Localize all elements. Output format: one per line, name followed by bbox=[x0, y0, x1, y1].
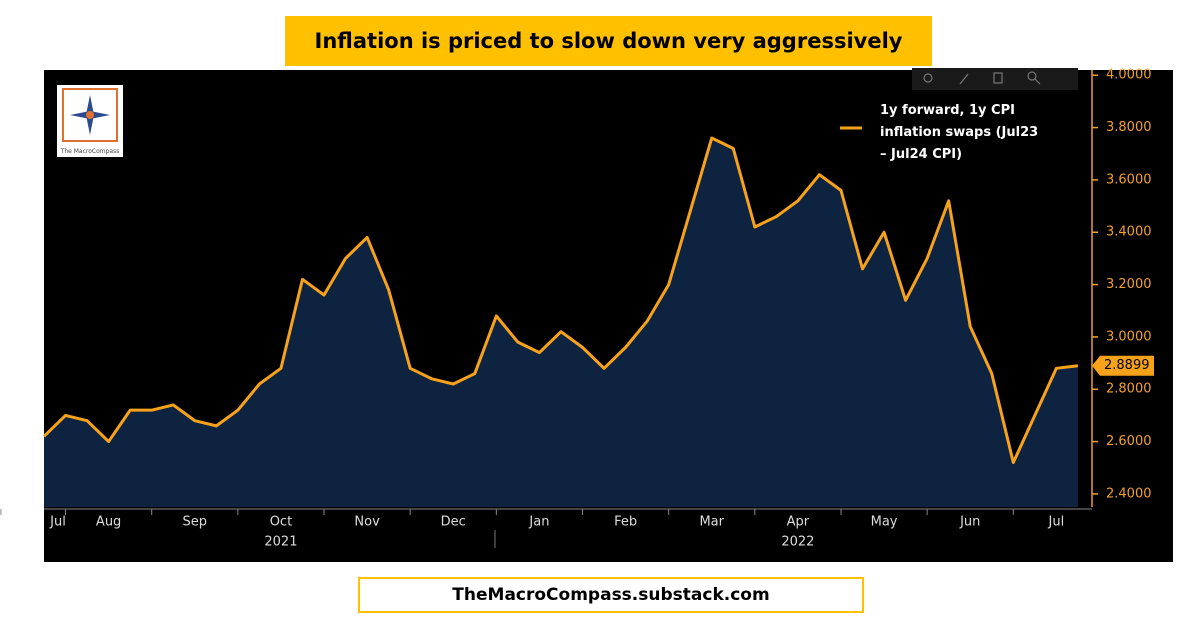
y-tick-label: 2.8000 bbox=[1106, 382, 1152, 397]
y-tick-label: 4.0000 bbox=[1106, 68, 1152, 83]
x-tick-label: May bbox=[871, 515, 898, 530]
x-tick-label: Oct bbox=[270, 515, 292, 530]
legend-label: 1y forward, 1y CPI inflation swaps (Jul2… bbox=[880, 103, 1039, 162]
line bbox=[42, 136, 1079, 465]
last-value-label: 2.8899 bbox=[1104, 358, 1150, 373]
title-banner: Inflation is priced to slow down very ag… bbox=[285, 16, 932, 66]
x-tick-label: Dec bbox=[441, 515, 466, 530]
toolbar bbox=[912, 68, 1078, 90]
y-tick-label: 3.0000 bbox=[1106, 329, 1152, 344]
y-tick-label: 3.6000 bbox=[1106, 172, 1152, 187]
legend: 1y forward, 1y CPI inflation swaps (Jul2… bbox=[840, 100, 1040, 166]
x-tick-label: Jul bbox=[1048, 515, 1065, 530]
last-value-tag bbox=[1092, 355, 1154, 376]
x-tick-label: Jun bbox=[959, 515, 980, 530]
x-tick-label: Mar bbox=[699, 515, 724, 530]
y-tick-label: 3.4000 bbox=[1106, 225, 1152, 240]
x-tick-label: Jul bbox=[49, 515, 66, 530]
logo: The MacroCompass bbox=[57, 85, 123, 157]
year-label: 2021 bbox=[264, 535, 297, 550]
x-tick-label: Nov bbox=[354, 515, 380, 530]
logo-icon bbox=[62, 88, 118, 142]
area-fill bbox=[44, 138, 1078, 507]
x-tick-label: Sep bbox=[183, 515, 208, 530]
y-tick-label: 2.4000 bbox=[1106, 486, 1152, 501]
legend-swatch-box bbox=[840, 126, 862, 130]
y-tick-label: 2.6000 bbox=[1106, 434, 1152, 449]
y-tick-label: 3.2000 bbox=[1106, 277, 1152, 292]
footer-banner: TheMacroCompass.substack.com bbox=[358, 577, 864, 613]
logo-text: The MacroCompass bbox=[60, 148, 120, 155]
x-tick-label: Apr bbox=[787, 515, 810, 530]
x-tick-label: Jan bbox=[528, 515, 549, 530]
x-tick-label: Aug bbox=[96, 515, 121, 530]
x-tick-label: Feb bbox=[614, 515, 637, 530]
year-label: 2022 bbox=[781, 535, 814, 550]
y-tick-label: 3.8000 bbox=[1106, 120, 1152, 135]
